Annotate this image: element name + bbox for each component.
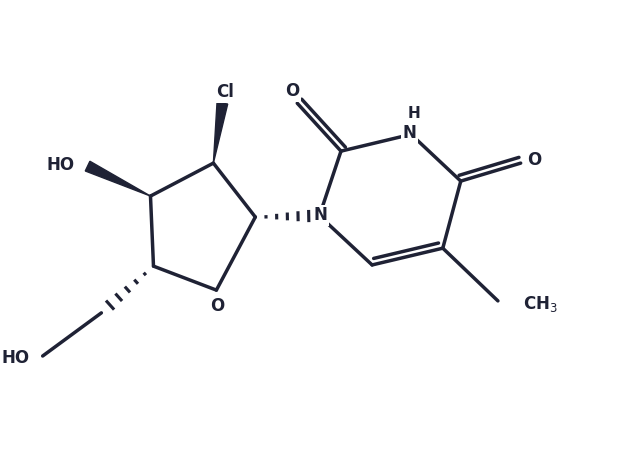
Text: O: O — [527, 151, 541, 169]
Text: HO: HO — [1, 349, 29, 368]
Text: N: N — [314, 206, 328, 224]
Text: O: O — [211, 297, 225, 315]
Text: N: N — [403, 124, 417, 142]
Text: O: O — [285, 82, 300, 100]
Text: H: H — [408, 106, 420, 121]
Text: Cl: Cl — [216, 84, 234, 102]
Text: HO: HO — [46, 156, 74, 174]
Polygon shape — [213, 102, 228, 163]
Text: CH$_3$: CH$_3$ — [523, 294, 558, 314]
Polygon shape — [85, 161, 150, 196]
